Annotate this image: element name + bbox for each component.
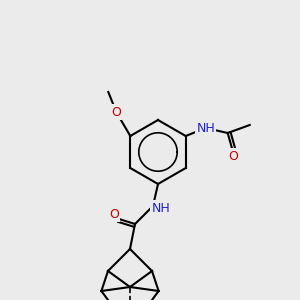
Text: O: O (109, 208, 119, 220)
Text: O: O (111, 106, 121, 118)
Text: NH: NH (196, 122, 215, 134)
Text: NH: NH (152, 202, 170, 214)
Text: O: O (228, 149, 238, 163)
